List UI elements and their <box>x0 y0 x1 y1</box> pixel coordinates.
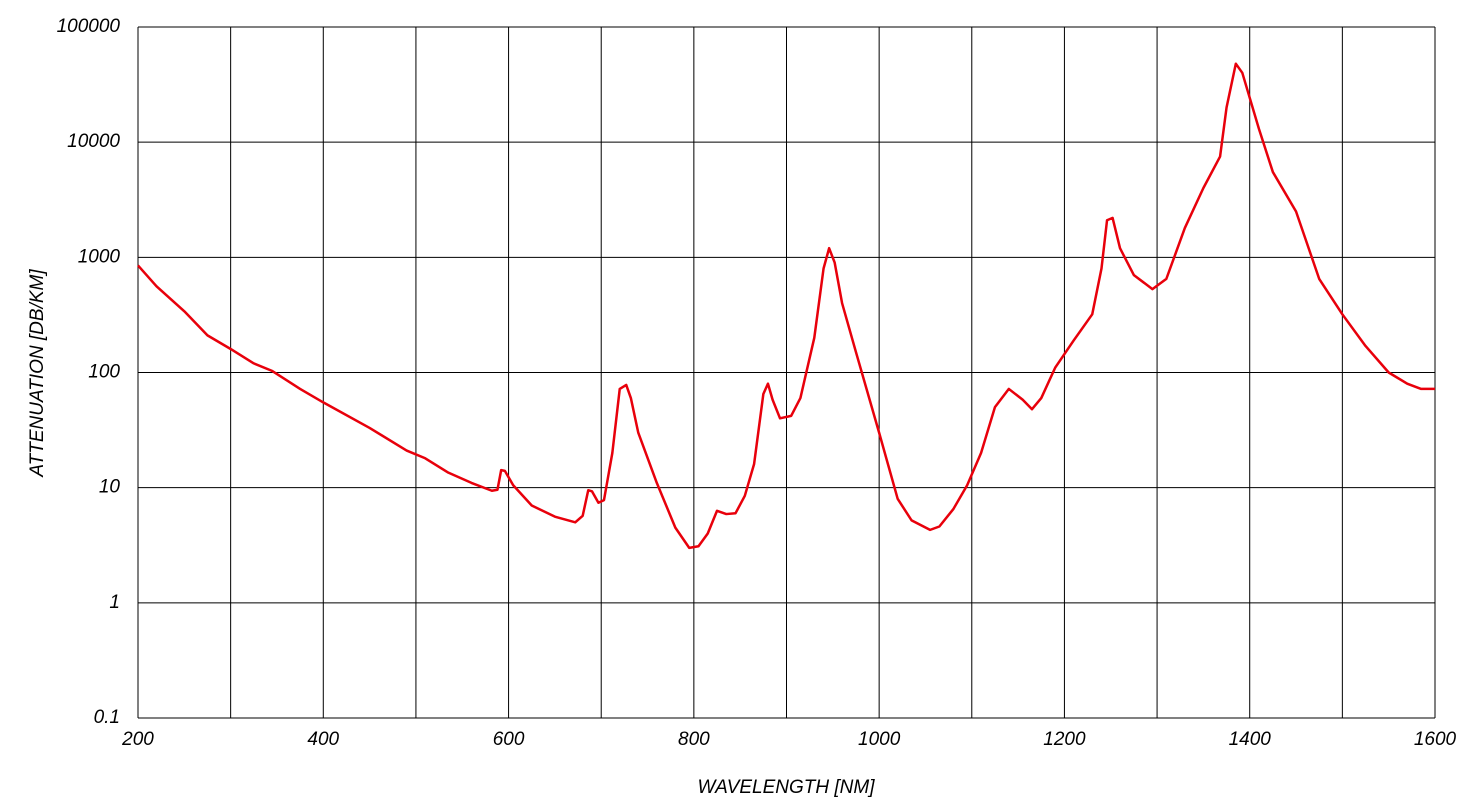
y-tick-label: 10 <box>99 477 121 498</box>
data-line <box>137 62 1435 550</box>
y-tick-label: 1000 <box>78 246 121 267</box>
x-tick-label: 200 <box>121 729 154 750</box>
y-axis-label: ATTENUATION [DB/KM] <box>27 269 48 478</box>
x-tick-label: 1200 <box>1043 729 1086 750</box>
x-tick-label: 600 <box>493 729 525 750</box>
x-tick-label: 1000 <box>858 729 901 750</box>
x-tick-label: 400 <box>307 729 339 750</box>
x-tick-label: 1600 <box>1414 729 1457 750</box>
y-tick-label: 100 <box>88 362 120 383</box>
y-tick-label: 100000 <box>57 16 121 37</box>
y-tick-label: 1 <box>109 592 120 613</box>
y-tick-label: 0.1 <box>94 707 120 728</box>
x-axis-label: WAVELENGTH [NM] <box>697 777 875 798</box>
x-tick-label: 1400 <box>1229 729 1272 750</box>
y-tick-label: 10000 <box>67 131 120 152</box>
x-tick-label: 800 <box>678 729 710 750</box>
